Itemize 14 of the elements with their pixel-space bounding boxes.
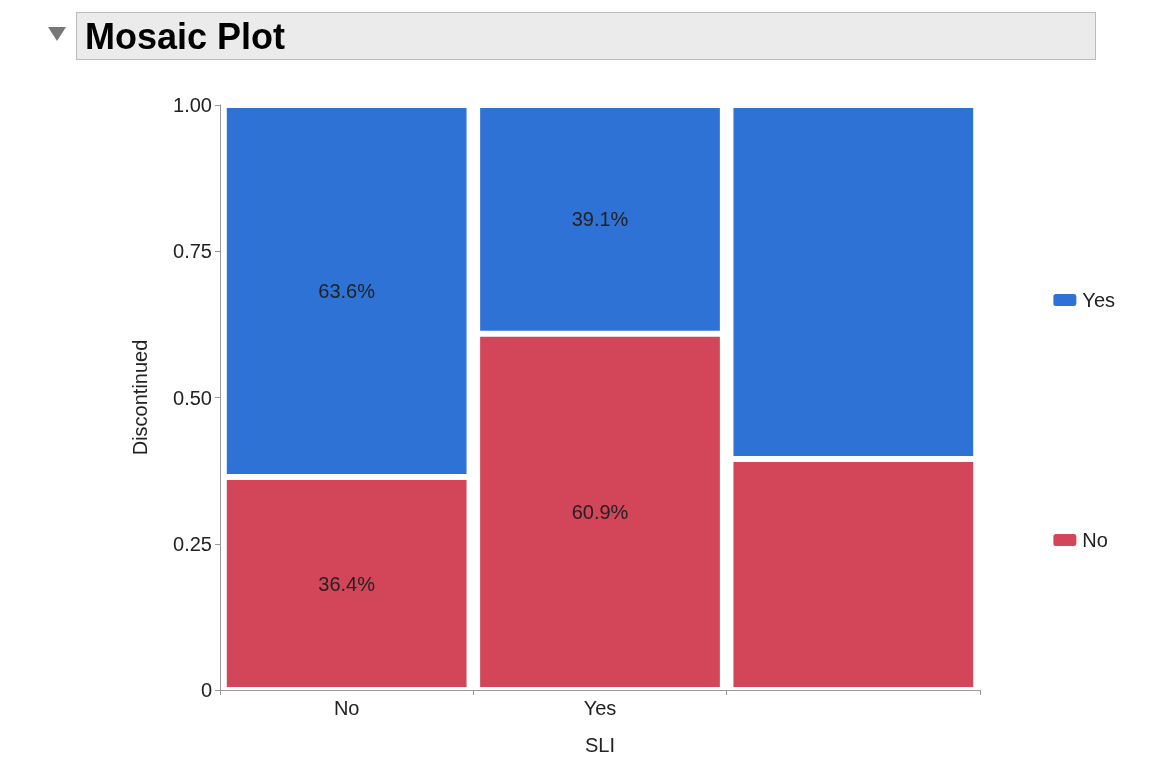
y-tick-label: 0.50 [173,386,212,409]
chart-title: Mosaic Plot [76,12,1096,60]
legend-label: Yes [1082,289,1116,311]
y-tick-label: 0.25 [173,532,212,555]
data-label: 63.6% [318,280,376,303]
x-axis-title: SLI [584,734,616,756]
data-label: 39.1% [571,208,629,231]
y-tick-label: 1.00 [173,94,212,116]
y-tick-label: 0.75 [173,240,212,263]
legend-label: No [1082,529,1108,551]
data-label: 60.9% [571,500,629,523]
y-axis-title: Discontinued [129,339,151,456]
y-tick-label: 0 [200,679,212,701]
data-label: 36.4% [318,572,376,595]
